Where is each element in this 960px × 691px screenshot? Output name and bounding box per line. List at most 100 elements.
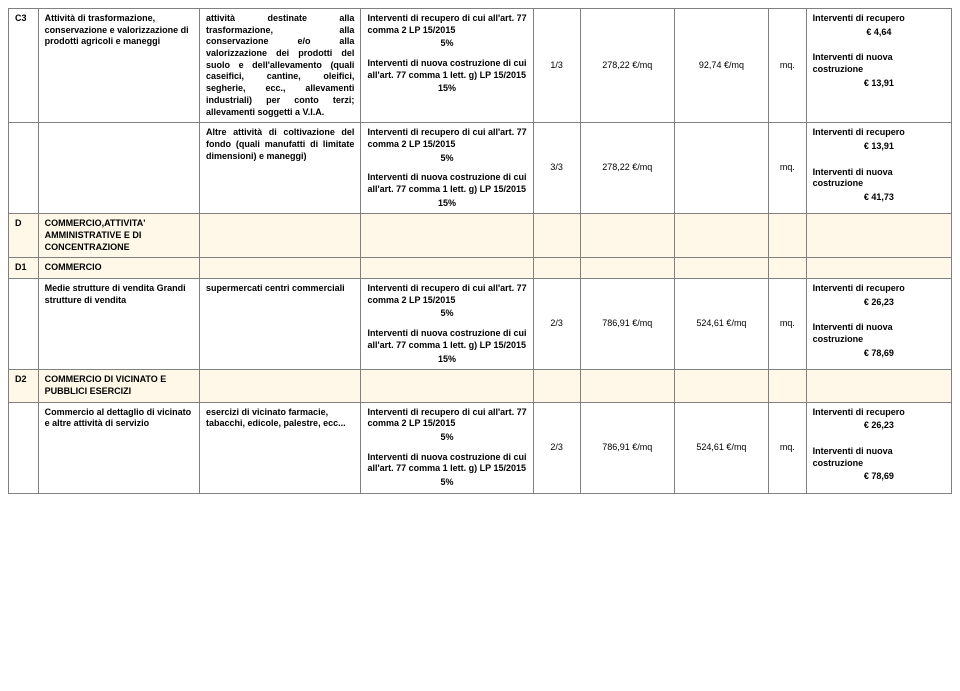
int-rec-text: Interventi di recupero di cui all'art. 7… [367, 13, 526, 35]
res-nuova-label: Interventi di nuova costruzione [813, 446, 893, 468]
category-cell [38, 123, 199, 214]
main-table: C3 Attività di trasformazione, conservaz… [8, 8, 952, 494]
intervention-cell: Interventi di recupero di cui all'art. 7… [361, 279, 533, 370]
value2-cell: 524,61 €/mq [674, 279, 768, 370]
res-nuova-eur: € 41,73 [864, 192, 894, 202]
code-cell [9, 279, 39, 370]
code-cell: C3 [9, 9, 39, 123]
res-nuova-label: Interventi di nuova costruzione [813, 167, 893, 189]
value1-cell: 786,91 €/mq [580, 279, 674, 370]
int-rec-text: Interventi di recupero di cui all'art. 7… [367, 127, 526, 149]
table-row: Altre attività di coltivazione del fondo… [9, 123, 952, 214]
value1-cell: 786,91 €/mq [580, 402, 674, 493]
intervention-cell: Interventi di recupero di cui all'art. 7… [361, 9, 533, 123]
res-rec-label: Interventi di recupero [813, 13, 905, 23]
value2-cell: 524,61 €/mq [674, 402, 768, 493]
sub-cell [200, 214, 361, 258]
code-cell [9, 402, 39, 493]
mq-cell [769, 214, 807, 258]
result-cell: Interventi di recupero € 26,23 Intervent… [806, 402, 951, 493]
int-rec-text: Interventi di recupero di cui all'art. 7… [367, 407, 526, 429]
intervention-cell: Interventi di recupero di cui all'art. 7… [361, 123, 533, 214]
result-cell: Interventi di recupero € 26,23 Intervent… [806, 279, 951, 370]
res-rec-eur: € 26,23 [864, 420, 894, 430]
mq-cell: mq. [769, 9, 807, 123]
sub-cell: supermercati centri commerciali [200, 279, 361, 370]
code-cell: D2 [9, 370, 39, 402]
frac-cell [533, 214, 580, 258]
table-row: D COMMERCIO,ATTIVITA' AMMINISTRATIVE E D… [9, 214, 952, 258]
value1-cell: 278,22 €/mq [580, 9, 674, 123]
sub-cell [200, 370, 361, 402]
pct-text: 5% [441, 308, 454, 318]
value2-cell [674, 370, 768, 402]
value2-cell [674, 123, 768, 214]
pct-text: 5% [441, 153, 454, 163]
mq-cell: mq. [769, 279, 807, 370]
sub-cell: attività destinate alla trasformazione, … [200, 9, 361, 123]
code-cell: D [9, 214, 39, 258]
sub-cell [200, 258, 361, 279]
pct-text: 5% [441, 38, 454, 48]
table-row: Medie strutture di vendita Grandi strutt… [9, 279, 952, 370]
code-cell: D1 [9, 258, 39, 279]
intervention-cell [361, 214, 533, 258]
category-cell: COMMERCIO [38, 258, 199, 279]
mq-cell: mq. [769, 123, 807, 214]
result-cell [806, 370, 951, 402]
pct-text: 5% [441, 432, 454, 442]
frac-cell: 2/3 [533, 402, 580, 493]
pct-text: 5% [441, 477, 454, 487]
category-cell: Attività di trasformazione, conservazion… [38, 9, 199, 123]
res-rec-label: Interventi di recupero [813, 407, 905, 417]
res-nuova-label: Interventi di nuova costruzione [813, 52, 893, 74]
value2-cell: 92,74 €/mq [674, 9, 768, 123]
res-rec-eur: € 4,64 [866, 27, 891, 37]
value1-cell [580, 258, 674, 279]
intervention-cell [361, 370, 533, 402]
pct-text: 15% [438, 83, 456, 93]
value2-cell [674, 214, 768, 258]
value1-cell [580, 214, 674, 258]
result-cell [806, 214, 951, 258]
res-nuova-eur: € 78,69 [864, 348, 894, 358]
category-cell: COMMERCIO DI VICINATO E PUBBLICI ESERCIZ… [38, 370, 199, 402]
int-rec-text: Interventi di recupero di cui all'art. 7… [367, 283, 526, 305]
table-row: D1 COMMERCIO [9, 258, 952, 279]
table-row: Commercio al dettaglio di vicinato e alt… [9, 402, 952, 493]
value2-cell [674, 258, 768, 279]
mq-cell: mq. [769, 402, 807, 493]
frac-cell: 2/3 [533, 279, 580, 370]
table-row: C3 Attività di trasformazione, conservaz… [9, 9, 952, 123]
intervention-cell [361, 258, 533, 279]
sub-cell: Altre attività di coltivazione del fondo… [200, 123, 361, 214]
result-cell: Interventi di recupero € 13,91 Intervent… [806, 123, 951, 214]
res-rec-label: Interventi di recupero [813, 283, 905, 293]
mq-cell [769, 258, 807, 279]
res-nuova-eur: € 78,69 [864, 471, 894, 481]
int-nuova-text: Interventi di nuova costruzione di cui a… [367, 328, 526, 350]
frac-cell: 3/3 [533, 123, 580, 214]
pct-text: 15% [438, 198, 456, 208]
res-rec-eur: € 13,91 [864, 141, 894, 151]
frac-cell [533, 370, 580, 402]
table-row: D2 COMMERCIO DI VICINATO E PUBBLICI ESER… [9, 370, 952, 402]
int-nuova-text: Interventi di nuova costruzione di cui a… [367, 452, 526, 474]
category-cell: Medie strutture di vendita Grandi strutt… [38, 279, 199, 370]
pct-text: 15% [438, 354, 456, 364]
int-nuova-text: Interventi di nuova costruzione di cui a… [367, 58, 526, 80]
category-cell: COMMERCIO,ATTIVITA' AMMINISTRATIVE E DI … [38, 214, 199, 258]
frac-cell: 1/3 [533, 9, 580, 123]
int-nuova-text: Interventi di nuova costruzione di cui a… [367, 172, 526, 194]
res-rec-eur: € 26,23 [864, 297, 894, 307]
value1-cell [580, 370, 674, 402]
frac-cell [533, 258, 580, 279]
result-cell [806, 258, 951, 279]
res-nuova-eur: € 13,91 [864, 78, 894, 88]
code-cell [9, 123, 39, 214]
intervention-cell: Interventi di recupero di cui all'art. 7… [361, 402, 533, 493]
sub-cell: esercizi di vicinato farmacie, tabacchi,… [200, 402, 361, 493]
res-rec-label: Interventi di recupero [813, 127, 905, 137]
res-nuova-label: Interventi di nuova costruzione [813, 322, 893, 344]
result-cell: Interventi di recupero € 4,64 Interventi… [806, 9, 951, 123]
